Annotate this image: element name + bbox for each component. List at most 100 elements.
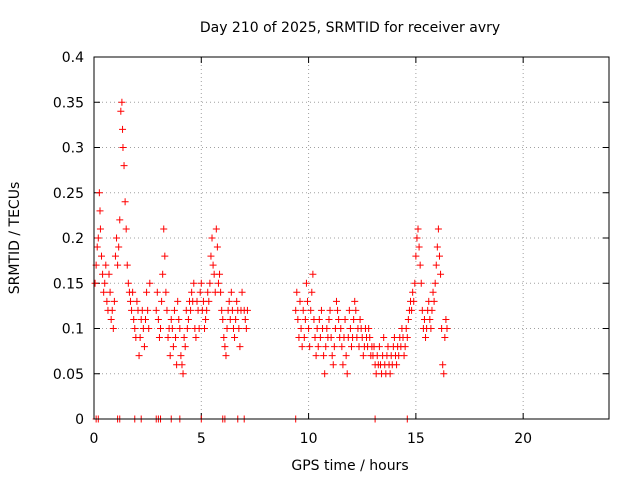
data-point bbox=[351, 297, 359, 305]
y-tick-label: 0.3 bbox=[62, 141, 84, 157]
data-point bbox=[169, 343, 177, 351]
data-point bbox=[301, 315, 309, 323]
axis-ticks: 0 5 10 15 20 0 0.05 0.1 0.15 0.2 0.25 0.3 0.35 0.4 bbox=[53, 50, 609, 447]
data-point bbox=[227, 288, 235, 296]
data-point bbox=[122, 225, 130, 233]
data-point bbox=[435, 252, 443, 260]
data-point bbox=[231, 334, 239, 342]
data-point bbox=[121, 198, 129, 206]
data-point bbox=[356, 315, 364, 323]
data-point bbox=[426, 315, 434, 323]
data-point bbox=[214, 279, 222, 287]
data-point bbox=[437, 270, 445, 278]
data-point bbox=[98, 252, 106, 260]
data-point bbox=[183, 325, 191, 332]
data-point bbox=[145, 325, 153, 332]
data-point bbox=[146, 279, 154, 287]
data-point bbox=[135, 352, 143, 360]
data-point bbox=[325, 315, 333, 323]
data-point bbox=[411, 279, 419, 287]
data-point bbox=[442, 315, 450, 323]
data-point bbox=[143, 288, 151, 296]
data-point bbox=[314, 343, 322, 351]
data-point bbox=[352, 306, 360, 314]
data-point bbox=[400, 352, 408, 360]
data-point bbox=[243, 306, 251, 314]
data-point bbox=[158, 297, 166, 305]
data-point bbox=[160, 225, 168, 233]
data-point bbox=[107, 315, 115, 323]
data-point bbox=[196, 288, 204, 296]
data-point bbox=[205, 297, 213, 305]
data-point bbox=[298, 343, 306, 351]
data-point bbox=[166, 352, 174, 360]
data-point bbox=[216, 270, 224, 278]
data-point bbox=[100, 288, 108, 296]
data-point bbox=[434, 225, 442, 233]
data-point bbox=[341, 315, 349, 323]
data-point bbox=[320, 352, 328, 360]
data-point bbox=[338, 343, 346, 351]
data-point bbox=[172, 334, 180, 342]
data-point bbox=[96, 225, 104, 233]
data-point bbox=[103, 297, 111, 305]
data-point bbox=[133, 297, 141, 305]
data-point bbox=[343, 370, 351, 378]
data-point bbox=[309, 270, 317, 278]
data-point bbox=[242, 325, 250, 332]
data-point bbox=[99, 270, 107, 278]
data-point bbox=[193, 297, 201, 305]
data-point bbox=[212, 225, 220, 233]
data-point bbox=[292, 306, 300, 314]
data-point bbox=[322, 343, 330, 351]
data-point bbox=[321, 370, 329, 378]
data-point bbox=[222, 352, 230, 360]
data-point bbox=[131, 325, 139, 332]
data-point bbox=[136, 334, 144, 342]
data-point bbox=[124, 279, 132, 287]
data-point bbox=[409, 288, 417, 296]
data-point bbox=[335, 315, 343, 323]
data-point bbox=[201, 325, 209, 332]
data-point bbox=[375, 343, 383, 351]
data-point bbox=[225, 297, 233, 305]
data-point bbox=[312, 352, 320, 360]
data-points bbox=[91, 98, 451, 423]
x-tick-label: 10 bbox=[300, 431, 318, 447]
data-point bbox=[153, 288, 161, 296]
data-point bbox=[106, 288, 114, 296]
data-point bbox=[167, 315, 175, 323]
data-point bbox=[439, 361, 447, 369]
data-point bbox=[221, 343, 229, 351]
data-point bbox=[241, 315, 249, 323]
data-point bbox=[326, 306, 334, 314]
data-point bbox=[302, 279, 310, 287]
data-point bbox=[168, 325, 176, 332]
data-point bbox=[330, 343, 338, 351]
data-point bbox=[410, 297, 418, 305]
data-point bbox=[235, 325, 243, 332]
data-point bbox=[102, 261, 110, 269]
data-point bbox=[130, 315, 138, 323]
data-point bbox=[119, 125, 127, 133]
data-point bbox=[181, 343, 189, 351]
data-point bbox=[154, 315, 162, 323]
data-point bbox=[315, 315, 323, 323]
x-tick-label: 15 bbox=[407, 431, 425, 447]
data-point bbox=[417, 279, 425, 287]
data-point bbox=[305, 325, 313, 332]
data-point bbox=[115, 243, 123, 251]
data-point bbox=[350, 315, 358, 323]
data-point bbox=[129, 288, 137, 296]
data-point bbox=[213, 243, 221, 251]
data-point bbox=[236, 343, 244, 351]
x-tick-label: 20 bbox=[514, 431, 532, 447]
data-point bbox=[297, 325, 305, 332]
data-point bbox=[159, 270, 167, 278]
data-point bbox=[207, 252, 215, 260]
data-point bbox=[365, 325, 373, 332]
data-point bbox=[430, 297, 438, 305]
data-point bbox=[187, 306, 195, 314]
data-point bbox=[317, 306, 325, 314]
data-point bbox=[163, 306, 171, 314]
